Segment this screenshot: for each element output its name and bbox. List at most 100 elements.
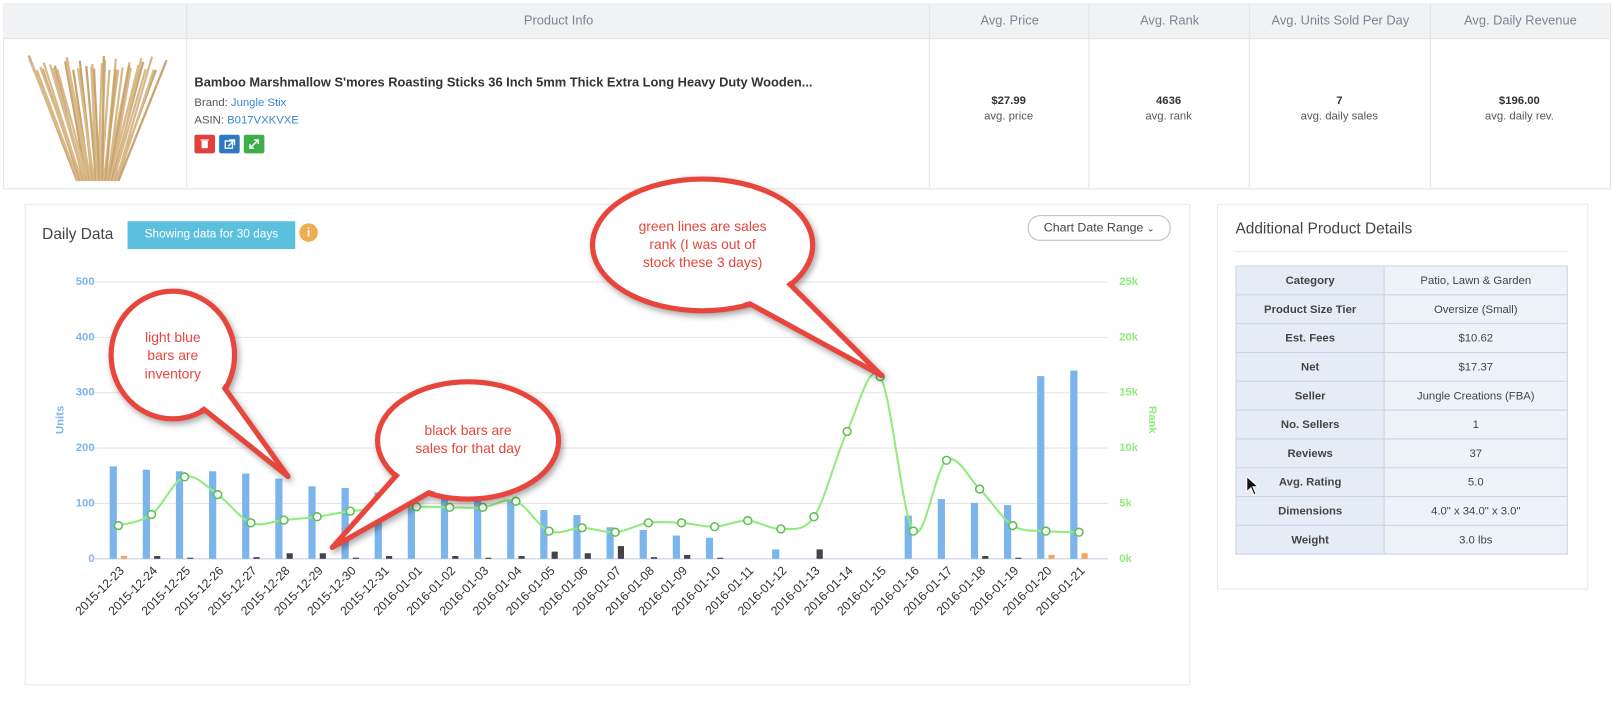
y2-tick-label: 0k [1119,553,1132,565]
bar [606,527,614,559]
rank-point [544,526,554,536]
bar [684,554,691,559]
delete-button[interactable] [194,134,215,154]
stick [92,68,101,182]
rank-point [709,522,720,532]
stat-label: avg. rank [1145,110,1192,123]
date-range-button[interactable]: Chart Date Range ⌄ [1027,215,1171,241]
detail-value: Patio, Lawn & Garden [1383,265,1568,296]
rank-point [974,484,985,494]
brand-row: Brand: Jungle Stix [194,97,286,109]
detail-value: 1 [1383,409,1568,440]
details-row: Est. Fees $10.62 [1235,323,1568,353]
bar [904,515,912,559]
bar [275,478,283,559]
bar [717,557,724,559]
mouse-cursor [1246,475,1260,496]
asin-row: ASIN: B017VXKVXE [194,114,298,126]
stick [101,56,105,182]
bar [485,557,492,559]
rank-point [776,524,786,534]
stat: 7 avg. daily sales [1249,95,1430,123]
detail-value: 5.0 [1383,467,1568,498]
rank-point [213,489,223,500]
open-button[interactable] [219,134,240,154]
stat-label: avg. price [984,110,1034,123]
bar [142,469,150,559]
cell-border [1088,38,1090,188]
detail-key: Reviews [1235,438,1385,469]
bar [551,551,558,559]
rank-point [643,518,654,528]
bar [518,556,525,559]
bar [352,557,360,559]
bar [175,471,184,559]
bar [982,556,989,559]
header-cell: Product Info [186,3,930,39]
bar [970,502,979,559]
stat-value: 7 [1336,94,1343,108]
y-tick-label: 300 [76,387,95,399]
detail-key: Est. Fees [1235,323,1385,353]
stat: $27.99 avg. price [929,95,1088,123]
detail-key: No. Sellers [1235,409,1385,440]
y2-tick-label: 25k [1119,276,1139,288]
detail-key: Net [1235,351,1385,382]
info-icon[interactable]: i [299,223,318,242]
bar [1037,376,1045,559]
product-image [27,55,168,182]
rank-point [875,371,885,382]
rank-point [842,426,852,437]
stick [48,64,86,182]
stat: 4636 avg. rank [1088,95,1248,123]
bar [672,535,680,559]
bar [639,530,647,559]
y-tick-label: 500 [76,276,95,288]
rank-point [1074,527,1084,537]
stick [90,66,99,182]
detail-key: Weight [1235,524,1385,555]
rank-point [743,515,753,526]
cell-border [1248,38,1250,188]
bar [242,473,250,559]
details-row: Product Size Tier Oversize (Small) [1235,294,1568,325]
product-title[interactable]: Bamboo Marshmallow S'mores Roasting Stic… [194,75,813,90]
stick [76,68,96,182]
expand-button[interactable] [243,134,265,154]
stick [112,58,143,182]
stick [115,56,154,182]
y-axis-title: Units [55,406,67,434]
divider [1235,251,1569,253]
detail-key: Dimensions [1235,496,1385,526]
details-table: Category Patio, Lawn & Garden Product Size… [1235,265,1568,555]
bar [474,497,482,559]
stat: $196.00 avg. daily rev. [1430,95,1609,123]
rank-point [312,512,322,522]
detail-key: Product Size Tier [1235,294,1385,325]
detail-value: $10.62 [1383,323,1568,353]
brand-label: Brand: [194,96,228,110]
brand-link[interactable]: Jungle Stix [230,96,287,110]
stick [65,56,92,182]
rank-point [179,472,190,482]
rank-point [345,506,355,516]
asin-link[interactable]: B017VXKVXE [227,114,299,127]
bar [584,553,591,559]
details-row: Seller Jungle Creations (FBA) [1235,380,1568,411]
header-cell: Avg. Units Sold Per Day [1248,3,1431,39]
stat-value: $196.00 [1498,94,1540,108]
details-row: Weight 3.0 lbs [1235,524,1568,555]
stick [28,58,81,182]
details-title: Additional Product Details [1235,220,1413,238]
bar [209,471,217,559]
bar [540,510,548,559]
detail-value: $17.37 [1383,351,1568,382]
rank-point [1008,520,1018,531]
stick [116,69,155,182]
bar [1048,554,1055,559]
rank-point [511,496,521,506]
rank-point [577,523,587,533]
stick [56,69,89,182]
stat-value: $27.99 [991,94,1026,108]
